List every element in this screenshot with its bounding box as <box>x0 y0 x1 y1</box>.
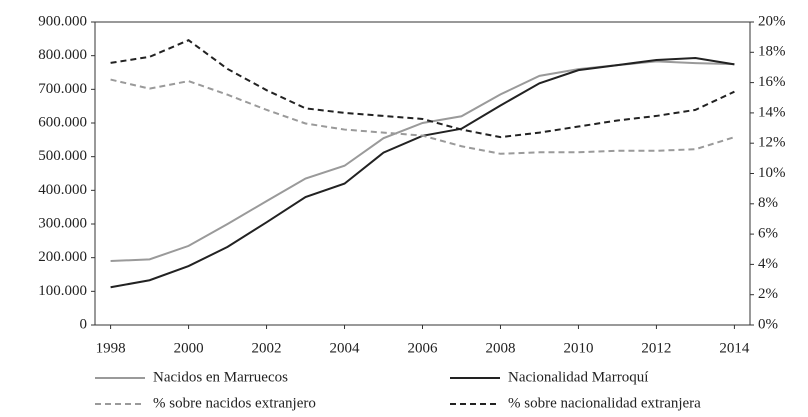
x-tick-label: 1998 <box>96 340 126 356</box>
y-tick-label: 700.000 <box>38 81 87 97</box>
legend-label: % sobre nacidos extranjero <box>153 395 316 411</box>
y-tick-label: 200.000 <box>38 249 87 265</box>
y-tick-label: 300.000 <box>38 215 87 231</box>
x-tick-label: 2006 <box>408 340 439 356</box>
series-line <box>110 78 735 155</box>
y2-tick-label: 16% <box>758 74 786 90</box>
x-tick-label: 2004 <box>330 340 361 356</box>
y-tick-label: 900.000 <box>38 13 87 29</box>
x-tick-label: 2002 <box>252 340 282 356</box>
y-tick-label: 400.000 <box>38 182 87 198</box>
x-tick-label: 2012 <box>641 340 671 356</box>
series-line <box>110 60 735 263</box>
y2-tick-label: 12% <box>758 135 786 151</box>
x-tick-label: 2008 <box>485 340 515 356</box>
plot-frame <box>94 21 751 326</box>
y2-tick-label: 8% <box>758 195 778 211</box>
y2-tick-label: 20% <box>758 13 786 29</box>
y2-tick-label: 6% <box>758 226 778 242</box>
series-line <box>110 57 735 289</box>
legend-label: Nacionalidad Marroquí <box>508 369 648 385</box>
y2-tick-label: 18% <box>758 44 786 60</box>
y-tick-label: 0 <box>80 316 88 332</box>
y2-tick-label: 10% <box>758 165 786 181</box>
series-line <box>110 39 735 139</box>
x-tick-label: 2014 <box>719 340 750 356</box>
y2-tick-label: 0% <box>758 316 778 332</box>
legend-label: Nacidos en Marruecos <box>153 369 288 385</box>
y2-tick-label: 14% <box>758 104 786 120</box>
y-tick-label: 500.000 <box>38 148 87 164</box>
x-tick-label: 2010 <box>563 340 593 356</box>
y2-tick-label: 4% <box>758 256 778 272</box>
y-tick-label: 600.000 <box>38 114 87 130</box>
x-tick-label: 2000 <box>174 340 204 356</box>
y-tick-label: 100.000 <box>38 283 87 299</box>
legend-label: % sobre nacionalidad extranjera <box>508 395 701 411</box>
y2-tick-label: 2% <box>758 286 778 302</box>
y-tick-label: 800.000 <box>38 47 87 63</box>
